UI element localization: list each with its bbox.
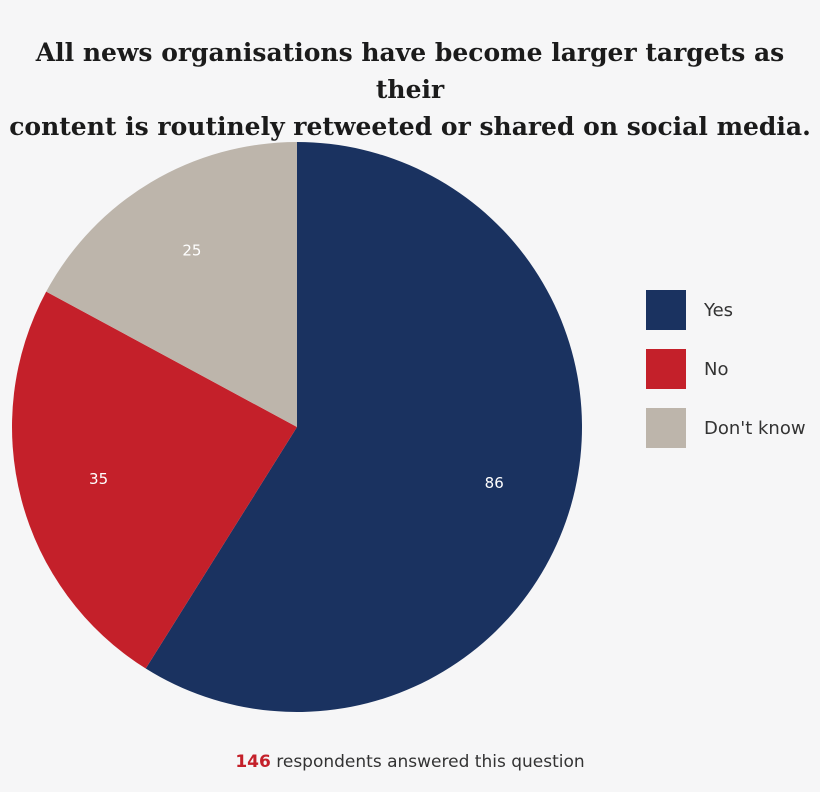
legend-swatch-dont-know: [646, 408, 686, 448]
pie-slices: [12, 142, 582, 712]
data-label-don-t-know: 25: [182, 241, 201, 259]
legend-item-no: No: [646, 349, 806, 389]
pie-slice-yes: [145, 142, 582, 712]
legend-item-yes: Yes: [646, 290, 806, 330]
legend-swatch-yes: [646, 290, 686, 330]
legend-label-dont-know: Don't know: [704, 417, 806, 439]
legend-label-yes: Yes: [704, 299, 734, 321]
respondent-count: 146: [235, 752, 271, 772]
chart-title-line-1: All news organisations have become large…: [35, 38, 785, 104]
chart-title-line-2: content is routinely retweeted or shared…: [9, 112, 811, 141]
respondents-note-text: respondents answered this question: [270, 752, 585, 772]
legend: Yes No Don't know: [646, 290, 806, 467]
legend-item-dont-know: Don't know: [646, 408, 806, 448]
data-label-no: 35: [89, 470, 108, 488]
pie-slice-don-t-know: [46, 142, 298, 427]
legend-swatch-no: [646, 349, 686, 389]
pie-slice-labels: 86 35 25: [89, 241, 504, 492]
pie-slice-no: [12, 291, 298, 669]
chart-title: All news organisations have become large…: [0, 34, 820, 145]
data-label-yes: 86: [485, 474, 504, 492]
respondents-note: 146 respondents answered this question: [0, 752, 820, 772]
legend-label-no: No: [704, 358, 729, 380]
